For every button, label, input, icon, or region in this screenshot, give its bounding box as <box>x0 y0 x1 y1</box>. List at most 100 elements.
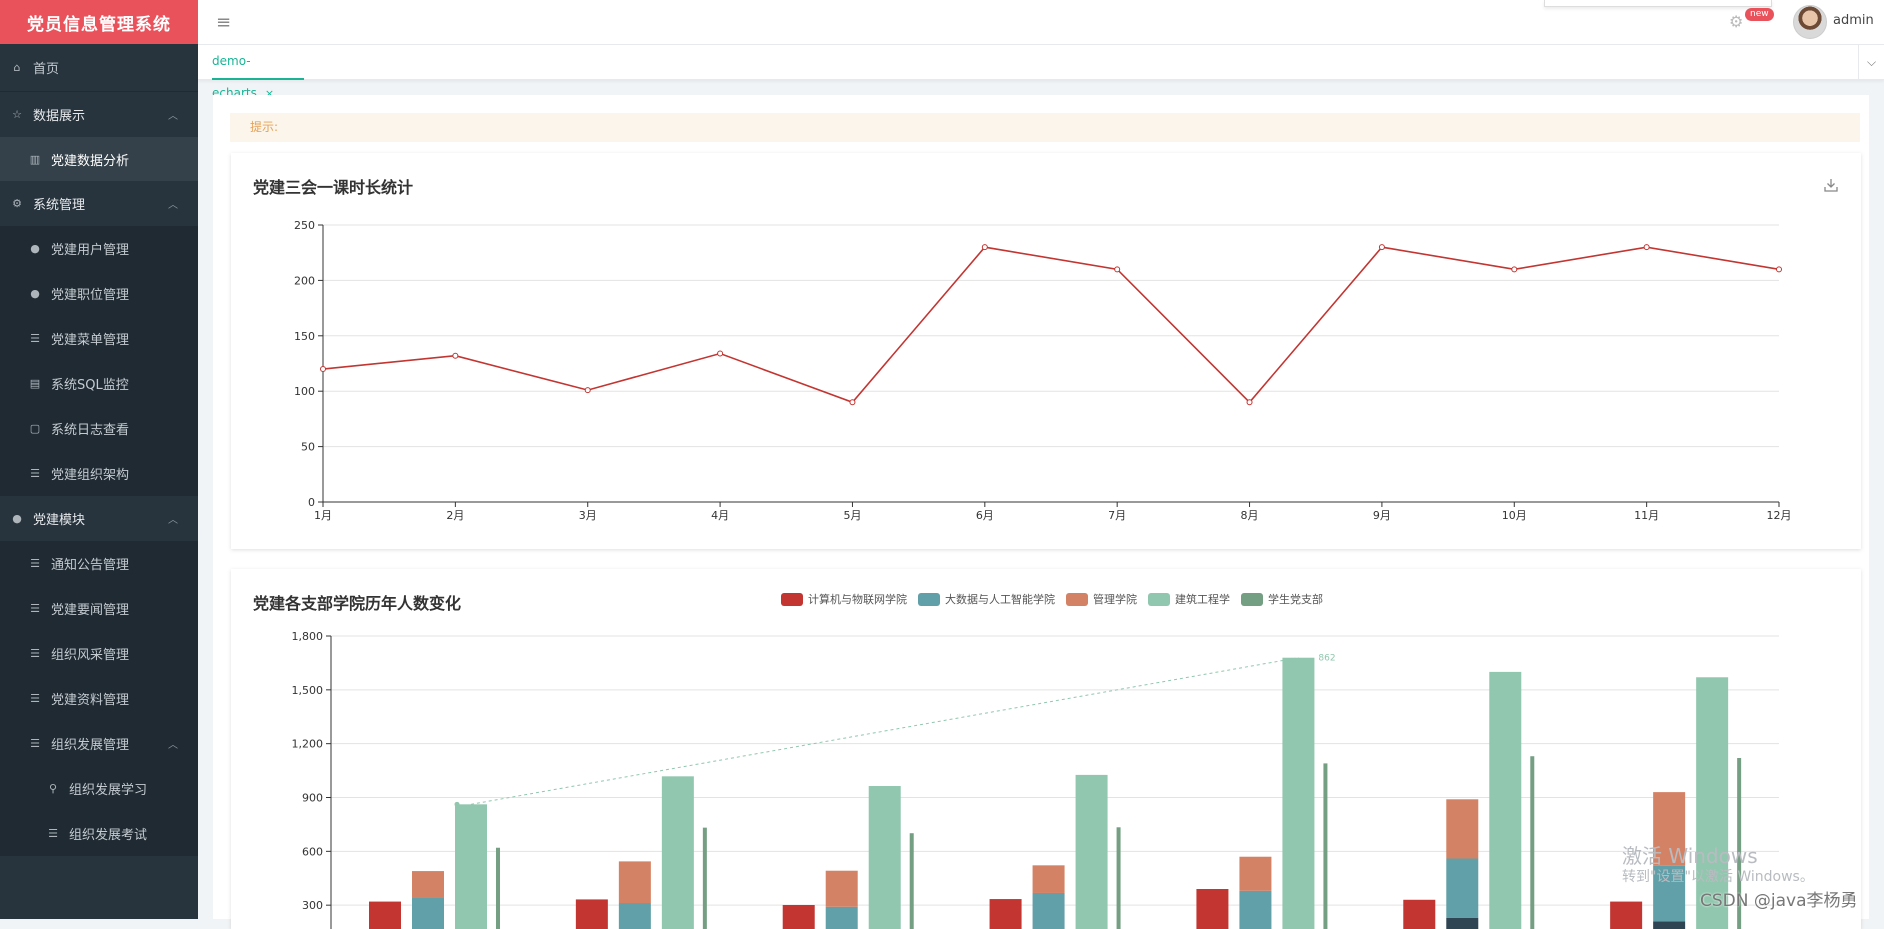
sidebar-item-label: 组织发展考试 <box>69 828 148 843</box>
bar <box>1489 671 1522 929</box>
x-tick-label: 5月 <box>843 509 861 522</box>
sidebar-item-1[interactable]: ☆ 数据展示 ︿ <box>0 92 198 137</box>
bar <box>825 870 858 907</box>
legend-item[interactable]: 计算机与物联网学院 <box>781 591 907 607</box>
bar <box>1032 865 1065 893</box>
data-point <box>981 244 988 251</box>
chevron-down-icon[interactable]: ⌵ <box>1858 45 1884 80</box>
chevron-up-icon: ︿ <box>168 111 178 122</box>
sidebar-item-3[interactable]: ⚙ 系统管理 ︿ <box>0 181 198 226</box>
sidebar-item-15[interactable]: ☰ 组织发展管理 ︿ <box>0 721 198 766</box>
sidebar-item-label: 组织发展学习 <box>69 783 148 798</box>
sidebar-item-label: 党建组织架构 <box>51 468 130 483</box>
sidebar-item-16[interactable]: ⚲ 组织发展学习 <box>0 766 198 811</box>
legend-item[interactable]: 学生党支部 <box>1241 591 1323 607</box>
data-point <box>849 399 856 406</box>
bar <box>1403 899 1436 929</box>
x-tick-label: 8月 <box>1241 509 1259 522</box>
chart-panel-members: 党建各支部学院历年人数变化 计算机与物联网学院 大数据与人工智能学院 管理学院 建筑工… <box>231 569 1861 929</box>
y-tick-label: 150 <box>294 330 315 343</box>
line-chart: 0 50 100 150 200 250 1月 2月 3月 4月 5月 6月 7月 8月 9月 10月 11月 1… <box>294 219 1792 522</box>
bar <box>1032 892 1065 929</box>
legend-swatch <box>1241 592 1263 606</box>
sidebar-item-label: 组织风采管理 <box>51 648 130 663</box>
sidebar-item-8[interactable]: ▢ 系统日志查看 <box>0 406 198 451</box>
bar <box>1696 677 1729 929</box>
x-tick-label: 4月 <box>711 509 729 522</box>
bar <box>909 833 914 929</box>
database-icon: ▤ <box>29 377 41 390</box>
y-tick-label: 200 <box>294 274 315 287</box>
legend-label: 管理学院 <box>1093 593 1137 606</box>
bar <box>868 786 901 929</box>
bar <box>369 901 401 929</box>
x-tick-label: 10月 <box>1502 509 1527 522</box>
sidebar-item-label: 系统管理 <box>33 198 86 213</box>
legend-item[interactable]: 管理学院 <box>1066 591 1137 607</box>
bar <box>1653 921 1686 929</box>
bar <box>702 827 707 929</box>
hamburger-menu-icon[interactable]: ≡ <box>216 12 232 33</box>
avatar[interactable] <box>1793 5 1827 39</box>
data-point <box>1643 244 1650 251</box>
tab-demo-echarts[interactable]: demo-echarts × <box>212 45 304 100</box>
data-point <box>320 366 326 373</box>
sidebar-item-10[interactable]: ● 党建模块 ︿ <box>0 496 198 541</box>
bar <box>825 906 858 929</box>
sidebar-item-label: 系统日志查看 <box>51 423 130 438</box>
bar <box>1446 799 1479 859</box>
data-point <box>1776 266 1782 273</box>
settings-gear-icon[interactable]: ⚙ <box>1729 12 1744 31</box>
sidebar-item-2[interactable]: ▥ 党建数据分析 <box>0 137 198 181</box>
chevron-up-icon: ︿ <box>168 740 178 751</box>
user-icon: ● <box>12 512 22 525</box>
download-icon[interactable] <box>1823 177 1839 193</box>
sidebar-item-4[interactable]: ● 党建用户管理 <box>0 226 198 271</box>
sidebar-item-7[interactable]: ▤ 系统SQL监控 <box>0 361 198 406</box>
bar <box>1323 763 1328 929</box>
x-tick-label: 3月 <box>579 509 597 522</box>
sidebar-item-12[interactable]: ☰ 党建要闻管理 <box>0 586 198 631</box>
user-icon: ● <box>30 242 40 255</box>
username[interactable]: admin <box>1833 13 1874 28</box>
sidebar-item-9[interactable]: ☰ 党建组织架构 <box>0 451 198 496</box>
app-logo: 党员信息管理系统 <box>0 0 198 44</box>
sidebar-item-label: 党建资料管理 <box>51 693 130 708</box>
list-icon: ☰ <box>30 737 40 750</box>
y-tick-label: 600 <box>302 845 323 858</box>
sidebar-item-13[interactable]: ☰ 组织风采管理 <box>0 631 198 676</box>
home-icon: ⌂ <box>13 61 21 74</box>
series-line <box>322 246 1780 404</box>
list-icon: ☰ <box>30 692 40 705</box>
bar <box>1116 827 1121 929</box>
search-dropdown[interactable] <box>1544 0 1772 7</box>
legend-swatch <box>781 592 803 606</box>
legend-item[interactable]: 大数据与人工智能学院 <box>918 591 1055 607</box>
list-icon: ☰ <box>30 332 40 345</box>
legend-item[interactable]: 建筑工程学 <box>1148 591 1230 607</box>
file-icon: ▢ <box>29 422 41 435</box>
legend-swatch <box>1148 592 1170 606</box>
y-tick-label: 0 <box>308 496 315 509</box>
sidebar-item-11[interactable]: ☰ 通知公告管理 <box>0 541 198 586</box>
sidebar-item-17[interactable]: ☰ 组织发展考试 <box>0 811 198 856</box>
sidebar-item-5[interactable]: ● 党建职位管理 <box>0 271 198 316</box>
x-tick-label: 6月 <box>976 509 994 522</box>
data-point <box>717 350 724 357</box>
sidebar-item-6[interactable]: ☰ 党建菜单管理 <box>0 316 198 361</box>
bar-chart-icon: ▥ <box>29 152 41 166</box>
mark-line-label: 862 <box>1318 654 1335 664</box>
bar <box>782 904 815 929</box>
chevron-up-icon: ︿ <box>168 515 178 526</box>
sidebar-item-label: 数据展示 <box>33 109 86 124</box>
sidebar-item-label: 组织发展管理 <box>51 738 130 753</box>
bar <box>989 899 1022 929</box>
sidebar-item-14[interactable]: ☰ 党建资料管理 <box>0 676 198 721</box>
bar <box>412 897 444 929</box>
close-icon[interactable]: × <box>264 87 275 100</box>
sidebar-item-0[interactable]: ⌂ 首页 <box>0 44 198 92</box>
bar <box>1610 901 1643 929</box>
bar <box>1282 657 1315 929</box>
x-tick-label: 2月 <box>446 509 464 522</box>
x-tick-label: 12月 <box>1767 509 1792 522</box>
